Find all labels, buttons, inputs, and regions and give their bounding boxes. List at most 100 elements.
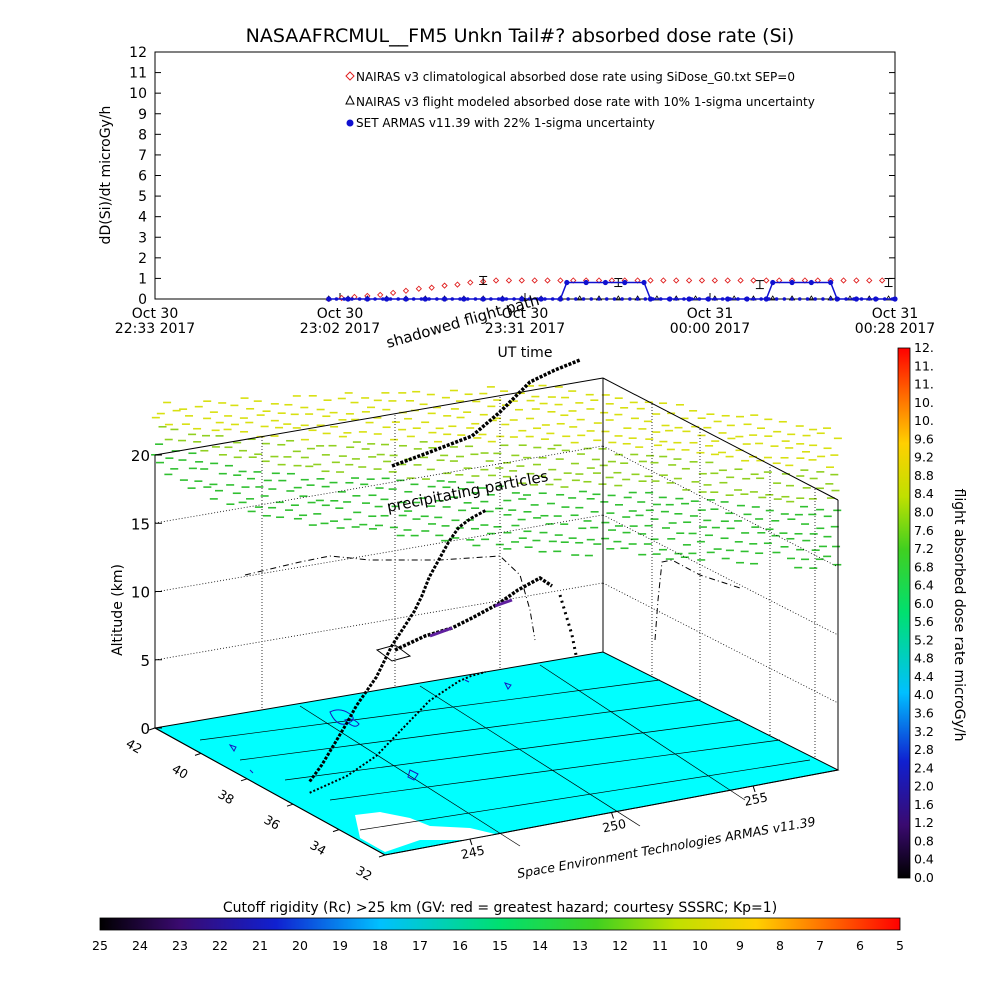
x-tick-label-time: 23:31 2017 [485,321,565,337]
armas-point [365,297,370,301]
nairas-flight-point [692,295,699,301]
nairas-climatological-point [711,277,718,284]
armas-point [388,297,393,301]
x-tick-label-date: Oct 31 [872,306,918,322]
armas-point [828,279,834,286]
armas-point [342,297,346,301]
armas-point [852,297,856,301]
dose-rate-colorbar-ticks: 0.0 0.4 0.8 1.2 1.6 2.0 2.4 2.8 3.2 3.6 4.0 4.4 4.8 5… [914,340,934,885]
cutoff-rigidity-colorbar-tick-label: 10 [692,938,708,953]
dose-rate-colorbar-tick-label: 9.2 [914,450,934,465]
longitude-tick-label: 255 [743,789,769,809]
dose-rate-colorbar-tick-label: 3.2 [914,724,934,739]
nairas-climatological-point [840,277,847,284]
cutoff-rigidity-colorbar-tick-label: 9 [736,938,744,953]
dose-rate-colorbar-tick-label: 6.4 [914,578,934,593]
armas-point [882,297,887,301]
armas-point [890,297,895,301]
armas-point [604,297,609,301]
cutoff-rigidity-colorbar: Cutoff rigidity (Rc) >25 km (GV: red = g… [92,900,904,953]
armas-point [481,297,485,301]
longitude-tick-label: 250 [601,816,628,836]
dose-rate-colorbar-tick-label: 10. [914,413,934,428]
dose-rate-colorbar-label: flight absorbed dose rate microGy/h [951,489,967,742]
ground-track [309,670,486,794]
latitude-tick-mark [286,803,294,807]
armas-point [527,297,532,301]
nairas-climatological-point [660,277,667,284]
armas-point [666,297,671,301]
nairas-flight-point [615,295,622,301]
ground-grid [199,664,811,847]
armas-point [461,296,467,302]
shadowed-flight-path [391,358,581,468]
altitude-axis-label: Altitude (km) [110,564,126,656]
y-tick-label: 12 [129,45,147,61]
armas-point [602,279,609,286]
armas-point [345,296,351,302]
altitude-tick-label: 0 [140,720,150,738]
nairas-climatological-point [750,277,757,284]
dose-rate-colorbar-tick-label: 4.4 [914,669,934,684]
latitude-tick-label: 42 [124,736,145,757]
cutoff-rigidity-colorbar-tick-label: 21 [252,938,268,953]
x-tick-label-date: Oct 31 [687,306,733,322]
armas-point [628,297,632,301]
armas-point [635,297,640,301]
altitude-tick-label: 20 [131,447,150,465]
armas-point [442,297,447,301]
y-tick-label: 8 [138,127,147,143]
y-tick-label: 2 [138,251,147,267]
armas-point [892,296,898,302]
armas-point [844,297,848,301]
dose-rate-colorbar-tick-label: 8.0 [914,504,934,519]
nairas-climatological-point [673,277,680,284]
dose-rate-colorbar-tick-label: 2.4 [914,760,934,775]
wall-projection [244,555,536,641]
armas-point [647,296,654,302]
altitude-tick-label: 15 [131,515,150,533]
dose-rate-colorbar-tick-label: 4.0 [914,687,934,702]
x-tick-label-date: Oct 30 [317,306,363,322]
cutoff-rigidity-colorbar-tick-label: 15 [492,938,508,953]
longitude-tick-mark [469,838,473,846]
armas-point [789,279,795,286]
y-tick-label: 5 [138,189,147,205]
latitude-tick-label: 38 [216,786,237,807]
wall-projection [654,559,741,641]
dose-rate-colorbar-tick-label: 2.8 [914,742,934,757]
dose-rate-colorbar-tick-label: 1.6 [914,797,934,812]
dose-rate-colorbar-tick-label: 6.8 [914,559,934,574]
latitude-tick-mark [378,854,386,858]
nairas-flight-point [730,295,738,301]
armas-point [419,297,424,301]
latitude-axis-line [154,727,386,856]
circle-marker-icon [346,119,354,127]
nairas-climatological-point [389,289,397,296]
armas-point [641,279,647,286]
dose-rate-colorbar-tick-label: 5.6 [914,614,934,629]
armas-line [328,281,895,300]
dose-rate-colorbar-tick-label: 12. [914,340,934,355]
armas-point [805,297,810,301]
armas-point [538,296,544,302]
armas-point [763,296,769,302]
chart-title: NASAAFRCMUL__FM5 Unkn Tail#? absorbed do… [246,25,795,47]
armas-point [543,297,547,301]
nairas-climatological-point [338,294,345,302]
armas-point [797,297,802,301]
armas-point [828,297,833,301]
y-tick-label: 6 [138,169,147,185]
cutoff-rigidity-colorbar-tick-label: 7 [816,938,824,953]
armas-point [435,297,439,301]
armas-point [597,297,601,301]
armas-point [504,297,509,301]
armas-point [422,296,428,302]
nairas-climatological-point [557,277,564,284]
nairas-climatological-point [685,277,693,284]
armas-point [589,297,594,301]
dose-rate-colorbar-tick-label: 3.6 [914,706,934,721]
armas-point [651,297,655,301]
legend-label: NAIRAS v3 flight modeled absorbed dose r… [356,95,815,109]
